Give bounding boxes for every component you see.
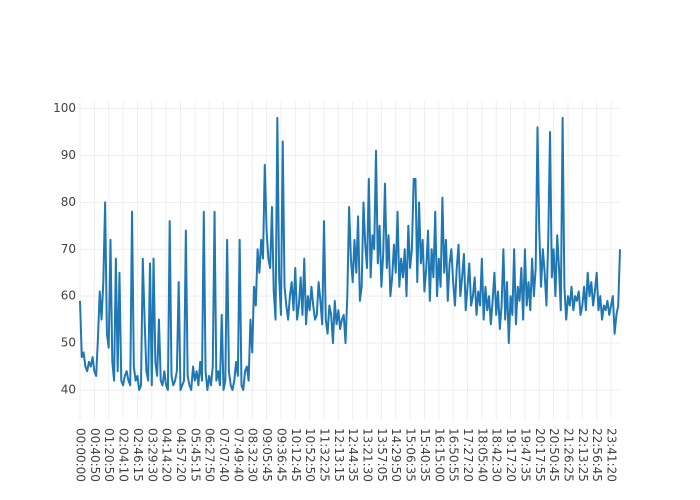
x-tick-label: 00:40:50 — [88, 428, 102, 482]
x-tick-label: 04:14:20 — [160, 428, 174, 482]
x-tick-label: 07:49:40 — [231, 428, 245, 482]
y-tick-label: 100 — [53, 101, 76, 115]
x-tick-label: 09:05:45 — [260, 428, 274, 482]
y-tick-label: 80 — [61, 195, 76, 209]
x-tick-label: 11:32:25 — [317, 428, 331, 482]
x-tick-label: 13:21:30 — [361, 428, 375, 482]
x-tick-label: 16:50:55 — [447, 428, 461, 482]
y-tick-label: 60 — [61, 289, 76, 303]
y-tick-label: 40 — [61, 382, 76, 396]
x-tick-label: 20:50:45 — [547, 428, 561, 482]
x-tick-label: 09:36:45 — [274, 428, 288, 482]
x-tick-label: 22:56:45 — [590, 428, 604, 482]
x-tick-label: 19:47:35 — [518, 428, 532, 482]
x-tick-label: 15:06:35 — [404, 428, 418, 482]
x-tick-label: 07:07:40 — [217, 428, 231, 482]
x-tick-label: 02:46:15 — [131, 428, 145, 482]
x-tick-label: 18:42:30 — [490, 428, 504, 482]
x-tick-label: 17:27:20 — [461, 428, 475, 482]
x-tick-label: 15:40:35 — [418, 428, 432, 482]
x-tick-label: 22:13:25 — [576, 428, 590, 482]
x-tick-label: 02:04:10 — [117, 428, 131, 482]
x-tick-label: 13:57:05 — [375, 428, 389, 482]
x-tick-label: 23:41:20 — [605, 428, 619, 482]
x-tick-label: 00:00:00 — [74, 428, 88, 482]
data-line — [79, 116, 621, 391]
x-tick-label: 12:44:35 — [346, 428, 360, 482]
x-tick-label: 14:29:50 — [389, 428, 403, 482]
x-tick-label: 06:27:50 — [203, 428, 217, 482]
x-tick-label: 10:52:50 — [303, 428, 317, 482]
x-tick-label: 19:17:20 — [504, 428, 518, 482]
x-tick-label: 10:12:45 — [289, 428, 303, 482]
x-tick-label: 21:26:25 — [561, 428, 575, 482]
x-tick-label: 04:57:20 — [174, 428, 188, 482]
y-tick-label: 70 — [61, 242, 76, 256]
x-tick-label: 18:05:40 — [475, 428, 489, 482]
x-tick-label: 12:13:15 — [332, 428, 346, 482]
x-tick-label: 08:32:30 — [246, 428, 260, 482]
y-tick-label: 50 — [61, 336, 76, 350]
x-tick-label: 03:29:30 — [145, 428, 159, 482]
y-tick-label: 90 — [61, 148, 76, 162]
x-tick-label: 20:17:55 — [533, 428, 547, 482]
x-tick-label: 05:45:15 — [188, 428, 202, 482]
x-tick-label: 01:20:50 — [102, 428, 116, 482]
x-tick-label: 16:15:00 — [432, 428, 446, 482]
